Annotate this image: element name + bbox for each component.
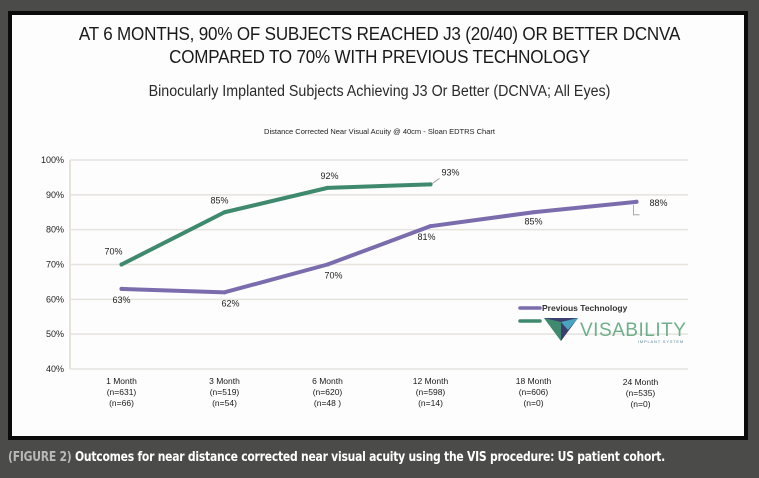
- data-label-previous: 70%: [324, 271, 342, 281]
- data-point-previous: [222, 290, 227, 295]
- visability-logo-icon: [544, 318, 578, 341]
- x-tick-sample-size: (n=606): [519, 387, 549, 397]
- series-lines: [119, 182, 639, 295]
- x-axis-ticks: 1 Month(n=631)(n=66) 3 Month(n=519)(n=54)…: [106, 376, 658, 409]
- series-line-visability: [119, 182, 433, 267]
- data-label-previous: 81%: [417, 232, 435, 242]
- y-tick-label: 90%: [46, 190, 64, 200]
- headline-line-1: AT 6 MONTHS, 90% OF SUBJECTS REACHED J3 …: [78, 23, 681, 44]
- x-tick-label: 24 Month: [623, 377, 659, 387]
- data-point-previous: [634, 199, 639, 204]
- chart-subtitle: Distance Corrected Near Visual Acuity @ …: [264, 127, 495, 136]
- y-axis-ticks: 40% 50% 60% 70% 80% 90% 100%: [41, 155, 64, 374]
- caption-text: Outcomes for near distance corrected nea…: [71, 449, 666, 465]
- data-label-visability: 70%: [104, 247, 122, 257]
- logo-facet-right: [561, 318, 578, 330]
- x-tick-sample-size: (n=598): [416, 387, 446, 397]
- y-tick-label: 100%: [41, 155, 64, 165]
- data-label-visability: 92%: [320, 171, 338, 181]
- leader-line: [432, 178, 440, 184]
- chart-title: Binocularly Implanted Subjects Achieving…: [148, 83, 611, 100]
- x-tick-sample-size: (n=519): [210, 387, 240, 397]
- x-tick-sample-size: (n=620): [313, 387, 343, 397]
- x-tick-label: 1 Month: [106, 376, 137, 386]
- data-label-previous: 85%: [524, 216, 542, 226]
- data-point-visability: [119, 262, 124, 267]
- data-label-previous: 63%: [112, 295, 130, 305]
- leader-line: [633, 204, 640, 216]
- data-point-previous: [428, 224, 433, 229]
- x-tick-sample-size: (n=14): [418, 398, 443, 408]
- y-tick-label: 70%: [46, 260, 64, 270]
- x-tick-sample-size: (n=0): [523, 398, 543, 408]
- figure-label: (FIGURE 2): [8, 449, 72, 465]
- data-label-previous: 62%: [221, 298, 239, 308]
- data-point-visability: [222, 210, 227, 215]
- y-tick-label: 50%: [46, 329, 64, 339]
- x-tick-label: 12 Month: [413, 376, 449, 386]
- figure-caption: (FIGURE 2) Outcomes for near distance co…: [8, 449, 665, 465]
- logo-facet-left: [544, 318, 561, 341]
- series-line-previous: [119, 199, 639, 295]
- data-point-visability: [325, 185, 330, 190]
- legend-label-previous: Previous Technology: [542, 303, 628, 313]
- y-tick-label: 40%: [46, 364, 64, 374]
- x-tick-label: 3 Month: [209, 376, 240, 386]
- x-tick-sample-size: (n=631): [107, 387, 137, 397]
- x-tick-label: 18 Month: [516, 376, 552, 386]
- x-tick-label: 6 Month: [312, 376, 343, 386]
- x-tick-sample-size: (n=535): [626, 388, 656, 398]
- visability-logo-subtext: IMPLANT SYSTEM: [638, 339, 684, 344]
- data-label-visability: 85%: [210, 195, 228, 205]
- x-tick-sample-size: (n=0): [630, 399, 650, 409]
- y-tick-label: 60%: [46, 294, 64, 304]
- y-tick-label: 80%: [46, 225, 64, 235]
- data-point-visability: [428, 182, 433, 187]
- x-tick-sample-size: (n=54): [212, 398, 237, 408]
- headline: AT 6 MONTHS, 90% OF SUBJECTS REACHED J3 …: [30, 22, 728, 68]
- data-label-previous: 88%: [649, 198, 667, 208]
- visability-logo-text: VISABILITY: [580, 320, 686, 341]
- headline-line-2: COMPARED TO 70% WITH PREVIOUS TECHNOLOGY: [169, 46, 590, 67]
- x-tick-sample-size: (n=48 ): [314, 398, 341, 408]
- gridlines: [69, 159, 688, 370]
- data-label-visability: 93%: [441, 167, 459, 177]
- data-labels: 63% 62% 70% 81% 85% 88% 70% 85% 92% 93%: [104, 167, 667, 308]
- data-point-previous: [119, 286, 124, 291]
- data-point-previous: [325, 262, 330, 267]
- data-point-previous: [531, 210, 536, 215]
- x-tick-sample-size: (n=66): [109, 398, 134, 408]
